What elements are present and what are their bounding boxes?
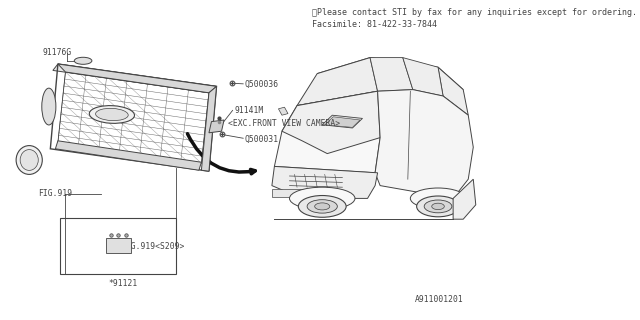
Text: Q500036: Q500036 (244, 80, 278, 89)
Ellipse shape (298, 196, 346, 217)
Text: Facsimile: 81-422-33-7844: Facsimile: 81-422-33-7844 (312, 20, 437, 28)
Ellipse shape (42, 88, 56, 125)
Polygon shape (438, 67, 468, 115)
Ellipse shape (307, 200, 337, 213)
Polygon shape (297, 58, 378, 106)
Polygon shape (53, 64, 216, 93)
Bar (106, 238, 131, 253)
Polygon shape (56, 141, 202, 170)
Text: 91141M: 91141M (234, 106, 264, 115)
Text: <EXC.FRONT VIEW CAMERA>: <EXC.FRONT VIEW CAMERA> (228, 119, 340, 128)
Ellipse shape (95, 108, 128, 121)
Polygon shape (370, 58, 413, 91)
Ellipse shape (90, 106, 134, 123)
Polygon shape (375, 90, 473, 198)
Polygon shape (317, 58, 463, 90)
Polygon shape (58, 64, 216, 93)
Bar (272, 189, 305, 197)
Polygon shape (453, 179, 476, 219)
Text: 91176G: 91176G (43, 48, 72, 57)
Polygon shape (272, 166, 378, 198)
Polygon shape (275, 91, 380, 173)
Text: FIG.919<S209>: FIG.919<S209> (121, 242, 184, 251)
Ellipse shape (417, 196, 460, 217)
Ellipse shape (20, 150, 38, 171)
Text: FIG.919: FIG.919 (38, 189, 72, 198)
Ellipse shape (410, 188, 466, 209)
Polygon shape (278, 107, 288, 115)
Text: A911001201: A911001201 (415, 295, 463, 304)
Polygon shape (282, 91, 380, 154)
Polygon shape (324, 117, 360, 127)
Ellipse shape (16, 146, 42, 174)
Ellipse shape (424, 200, 452, 213)
Text: ※Please contact STI by fax for any inquiries except for ordering.: ※Please contact STI by fax for any inqui… (312, 8, 637, 17)
Polygon shape (202, 86, 216, 171)
Ellipse shape (315, 203, 330, 210)
Bar (60, 218, 176, 274)
Polygon shape (322, 115, 362, 128)
Polygon shape (209, 120, 224, 133)
Ellipse shape (432, 203, 444, 210)
Text: Q500031: Q500031 (244, 135, 278, 144)
Ellipse shape (289, 187, 355, 210)
Text: *91121: *91121 (108, 279, 138, 288)
Polygon shape (403, 58, 443, 96)
Ellipse shape (74, 57, 92, 64)
